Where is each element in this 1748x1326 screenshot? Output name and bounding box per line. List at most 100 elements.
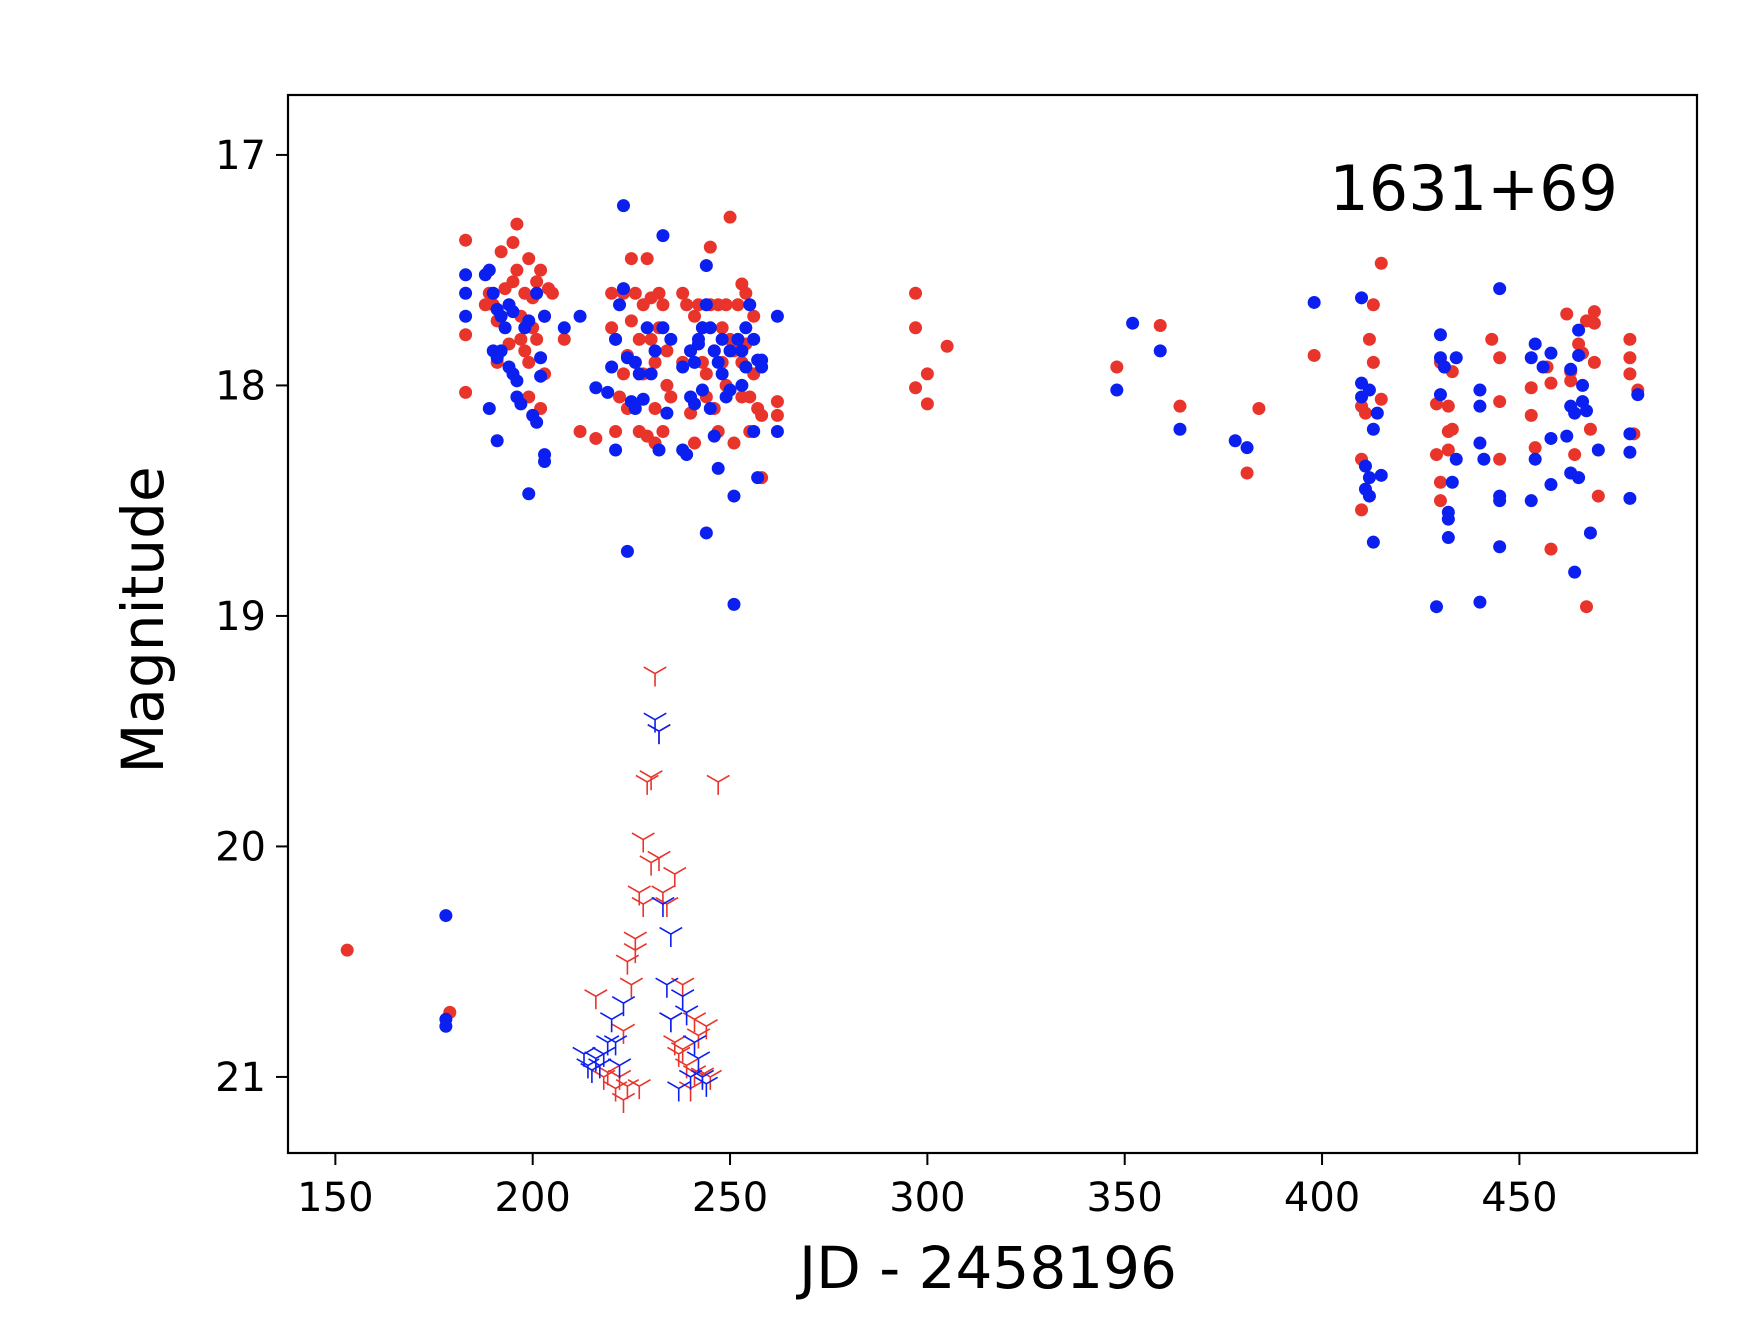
blue-data-point xyxy=(1374,468,1388,482)
y-axis-label: Magnitude xyxy=(109,466,177,773)
red-data-point xyxy=(1564,374,1578,388)
blue-data-point xyxy=(573,309,587,323)
blue-data-point xyxy=(1536,360,1550,374)
blue-data-point xyxy=(1126,316,1140,330)
blue-upper-limit-marker xyxy=(667,1081,691,1102)
blue-data-point xyxy=(1153,344,1167,358)
red-data-point xyxy=(660,378,674,392)
blue-data-point xyxy=(664,332,678,346)
blue-data-point xyxy=(735,344,749,358)
blue-upper-limit-marker xyxy=(603,1035,628,1056)
blue-data-point xyxy=(648,344,662,358)
blue-data-point xyxy=(1572,471,1586,485)
blue-data-point xyxy=(1473,595,1487,609)
red-data-point xyxy=(632,332,646,346)
blue-data-point xyxy=(751,471,765,485)
blue-upper-limit-marker xyxy=(596,1035,620,1056)
red-upper-limit-marker xyxy=(627,1078,651,1100)
red-upper-limit-marker xyxy=(611,1092,636,1113)
red-data-point xyxy=(1358,406,1372,420)
red-data-point xyxy=(739,286,753,300)
blue-upper-limit-marker xyxy=(674,1005,699,1026)
red-upper-limit-marker xyxy=(647,850,671,871)
y-tick-label: 19 xyxy=(215,594,266,640)
blue-data-point xyxy=(1528,337,1542,351)
x-tick-label: 400 xyxy=(1284,1175,1360,1221)
blue-upper-limit-marker xyxy=(655,977,679,998)
blue-data-point xyxy=(1572,348,1586,362)
x-tick-label: 250 xyxy=(692,1175,768,1221)
x-tick-label: 450 xyxy=(1481,1175,1557,1221)
blue-data-point xyxy=(691,332,705,346)
red-data-point xyxy=(510,217,524,231)
blue-data-point xyxy=(1441,512,1455,526)
red-data-point xyxy=(1524,408,1538,422)
blue-data-point xyxy=(735,378,749,392)
blue-data-point xyxy=(711,461,725,475)
red-data-point xyxy=(628,286,642,300)
blue-data-point xyxy=(459,268,473,282)
red-upper-limit-marker xyxy=(643,666,667,687)
blue-circle-series xyxy=(439,199,1645,1033)
red-data-point xyxy=(699,367,713,381)
blue-data-point xyxy=(1623,427,1637,441)
blue-data-point xyxy=(731,332,745,346)
blue-data-point xyxy=(1362,383,1376,397)
blue-data-point xyxy=(755,360,769,374)
red-data-point xyxy=(909,286,923,300)
red-data-point xyxy=(1623,351,1637,365)
red-data-point xyxy=(770,408,784,422)
red-data-point xyxy=(1587,316,1601,330)
red-upper-limit-marker xyxy=(686,1028,711,1049)
blue-data-point xyxy=(439,909,453,923)
blue-data-point xyxy=(707,344,721,358)
red-data-point xyxy=(459,233,473,247)
red-data-point xyxy=(652,286,666,300)
red-data-point xyxy=(1493,395,1507,409)
red-data-point xyxy=(605,321,619,335)
red-data-point xyxy=(510,263,524,277)
blue-data-point xyxy=(711,355,725,369)
blue-data-point xyxy=(703,401,717,415)
red-data-point xyxy=(624,252,638,266)
blue-data-point xyxy=(699,526,713,540)
blue-data-point xyxy=(1544,431,1558,445)
blue-data-point xyxy=(498,321,512,335)
red-data-point xyxy=(494,245,508,259)
blue-data-point xyxy=(459,286,473,300)
blue-data-point xyxy=(703,321,717,335)
blue-data-point xyxy=(1544,346,1558,360)
red-data-point xyxy=(1544,376,1558,390)
blue-data-point xyxy=(699,298,713,312)
red-data-point xyxy=(530,332,544,346)
red-upper-limit-marker xyxy=(592,1069,616,1090)
red-data-point xyxy=(747,309,761,323)
blue-upper-limit-marker xyxy=(682,1035,707,1056)
blue-data-point xyxy=(609,443,623,457)
red-data-point xyxy=(522,252,536,266)
blue-data-point xyxy=(688,397,702,411)
red-data-point xyxy=(1430,448,1444,462)
blue-data-point xyxy=(1240,441,1254,455)
blue-data-point xyxy=(1228,434,1242,448)
blue-data-point xyxy=(494,344,508,358)
blue-data-point xyxy=(652,443,666,457)
red-data-point xyxy=(723,210,737,224)
red-upper-limit-marker xyxy=(667,1046,691,1067)
blue-data-point xyxy=(1173,422,1187,436)
blue-data-point xyxy=(680,448,694,462)
x-axis-label: JD - 2458196 xyxy=(796,1234,1177,1302)
blue-upper-limit-marker xyxy=(592,1046,616,1067)
red-data-point xyxy=(688,436,702,450)
red-data-point xyxy=(640,252,654,266)
red-upper-limit-marker xyxy=(623,931,647,952)
red-data-point xyxy=(1374,392,1388,406)
red-data-point xyxy=(660,344,674,358)
red-data-point xyxy=(656,425,670,439)
blue-data-point xyxy=(656,321,670,335)
red-data-point xyxy=(909,381,923,395)
blue-upper-limit-marker xyxy=(647,723,671,745)
x-tick-label: 200 xyxy=(495,1175,571,1221)
blue-data-point xyxy=(601,385,615,399)
red-upper-limit-marker xyxy=(584,989,608,1010)
